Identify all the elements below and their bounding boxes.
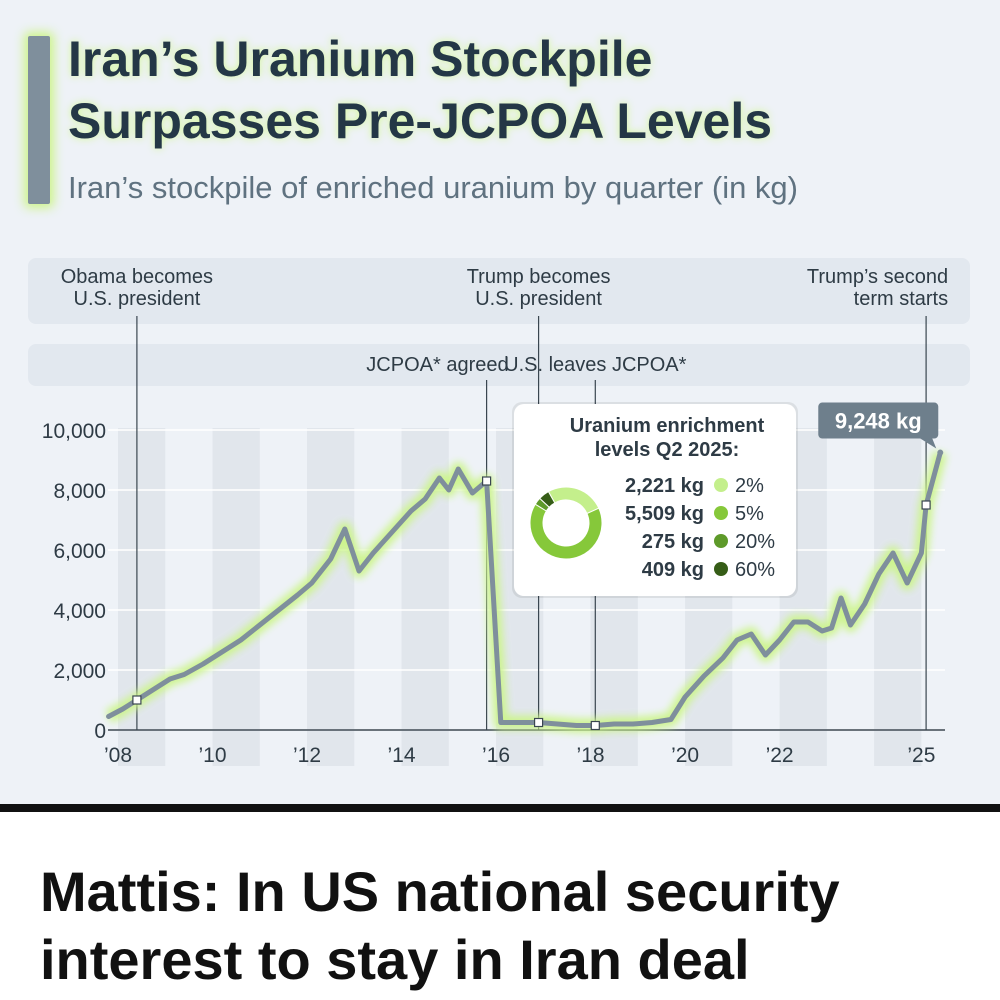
chart-title: Iran’s Uranium Stockpile Surpasses Pre-J… — [68, 31, 773, 149]
x-tick-label: ’18 — [577, 744, 605, 767]
x-tick-label: ’25 — [907, 744, 935, 767]
inset-level-label: 5% — [735, 503, 764, 525]
x-tick-label: ’14 — [388, 744, 416, 767]
inset-level-label: 2% — [735, 475, 764, 497]
event-label: Obama becomes U.S. president — [60, 266, 214, 310]
event-band-upper — [28, 258, 970, 324]
inset-value-label: 275 kg — [642, 531, 704, 553]
event-marker — [132, 695, 142, 705]
y-tick-label: 8,000 — [53, 480, 106, 503]
x-tick-label: ’12 — [293, 744, 321, 767]
event-band-lower — [28, 344, 970, 386]
inset-legend-dot — [714, 562, 728, 576]
annotation-pointer — [920, 438, 937, 449]
inset-value-label: 2,221 kg — [625, 475, 704, 497]
annotation-box — [818, 402, 939, 439]
x-tick-label: ’20 — [671, 744, 699, 767]
y-axis-ticks: 0 2,000 4,000 6,000 8,000 10,000 — [42, 420, 106, 743]
y-tick-label: 2,000 — [53, 660, 106, 683]
y-tick-label: 0 — [94, 720, 106, 743]
donut-slice — [529, 503, 603, 560]
annotation-point — [937, 449, 944, 456]
title-accent-bar — [28, 36, 50, 204]
inset-value-label: 409 kg — [642, 559, 704, 581]
event-marker — [533, 717, 544, 728]
year-band — [212, 428, 260, 766]
news-headline: Mattis: In US national security interest… — [40, 860, 840, 991]
event-label: Trump becomes U.S. president — [466, 266, 611, 310]
annotation-group: 9,248 kg — [818, 402, 944, 456]
event-label: U.S. leaves JCPOA* — [504, 354, 687, 376]
x-tick-label: ’08 — [104, 744, 132, 767]
y-tick-label: 6,000 — [53, 540, 106, 563]
inset-title: levels Q2 2025: — [595, 439, 740, 461]
inset-level-label: 20% — [735, 531, 775, 553]
y-tick-label: 4,000 — [53, 600, 106, 623]
x-tick-label: ’22 — [766, 744, 794, 767]
line-chart: 0 2,000 4,000 6,000 8,000 10,000 ’08 ’10 ’12 ’14… — [42, 316, 948, 767]
inset-value-label: 5,509 kg — [625, 503, 704, 525]
chart-subtitle: Iran’s stockpile of enriched uranium by … — [68, 170, 798, 205]
x-tick-label: ’10 — [198, 744, 226, 767]
event-markers — [132, 476, 931, 731]
annotation-text: 9,248 kg — [835, 409, 922, 434]
x-tick-label: ’16 — [482, 744, 510, 767]
y-tick-label: 10,000 — [42, 420, 106, 443]
year-band — [307, 428, 355, 766]
event-label: Trump’s second term starts — [806, 266, 949, 310]
event-label: JCPOA* agreed — [366, 354, 509, 376]
event-marker — [921, 500, 931, 510]
section-divider — [0, 804, 1000, 812]
inset-legend-dot — [714, 534, 728, 548]
infographic-card: Iran’s Uranium Stockpile Surpasses Pre-J… — [0, 0, 1000, 804]
inset-level-label: 60% — [735, 559, 775, 581]
year-band — [874, 428, 922, 766]
inset-legend-dot — [714, 506, 728, 520]
event-marker — [482, 476, 492, 486]
inset-title: Uranium enrichment — [570, 415, 765, 437]
donut-slice — [539, 490, 556, 508]
event-marker — [590, 720, 600, 731]
inset-legend-dot — [714, 478, 728, 492]
x-axis-ticks: ’08 ’10 ’12 ’14 ’16 ’18 ’20 ’22 ’25 — [104, 744, 935, 767]
